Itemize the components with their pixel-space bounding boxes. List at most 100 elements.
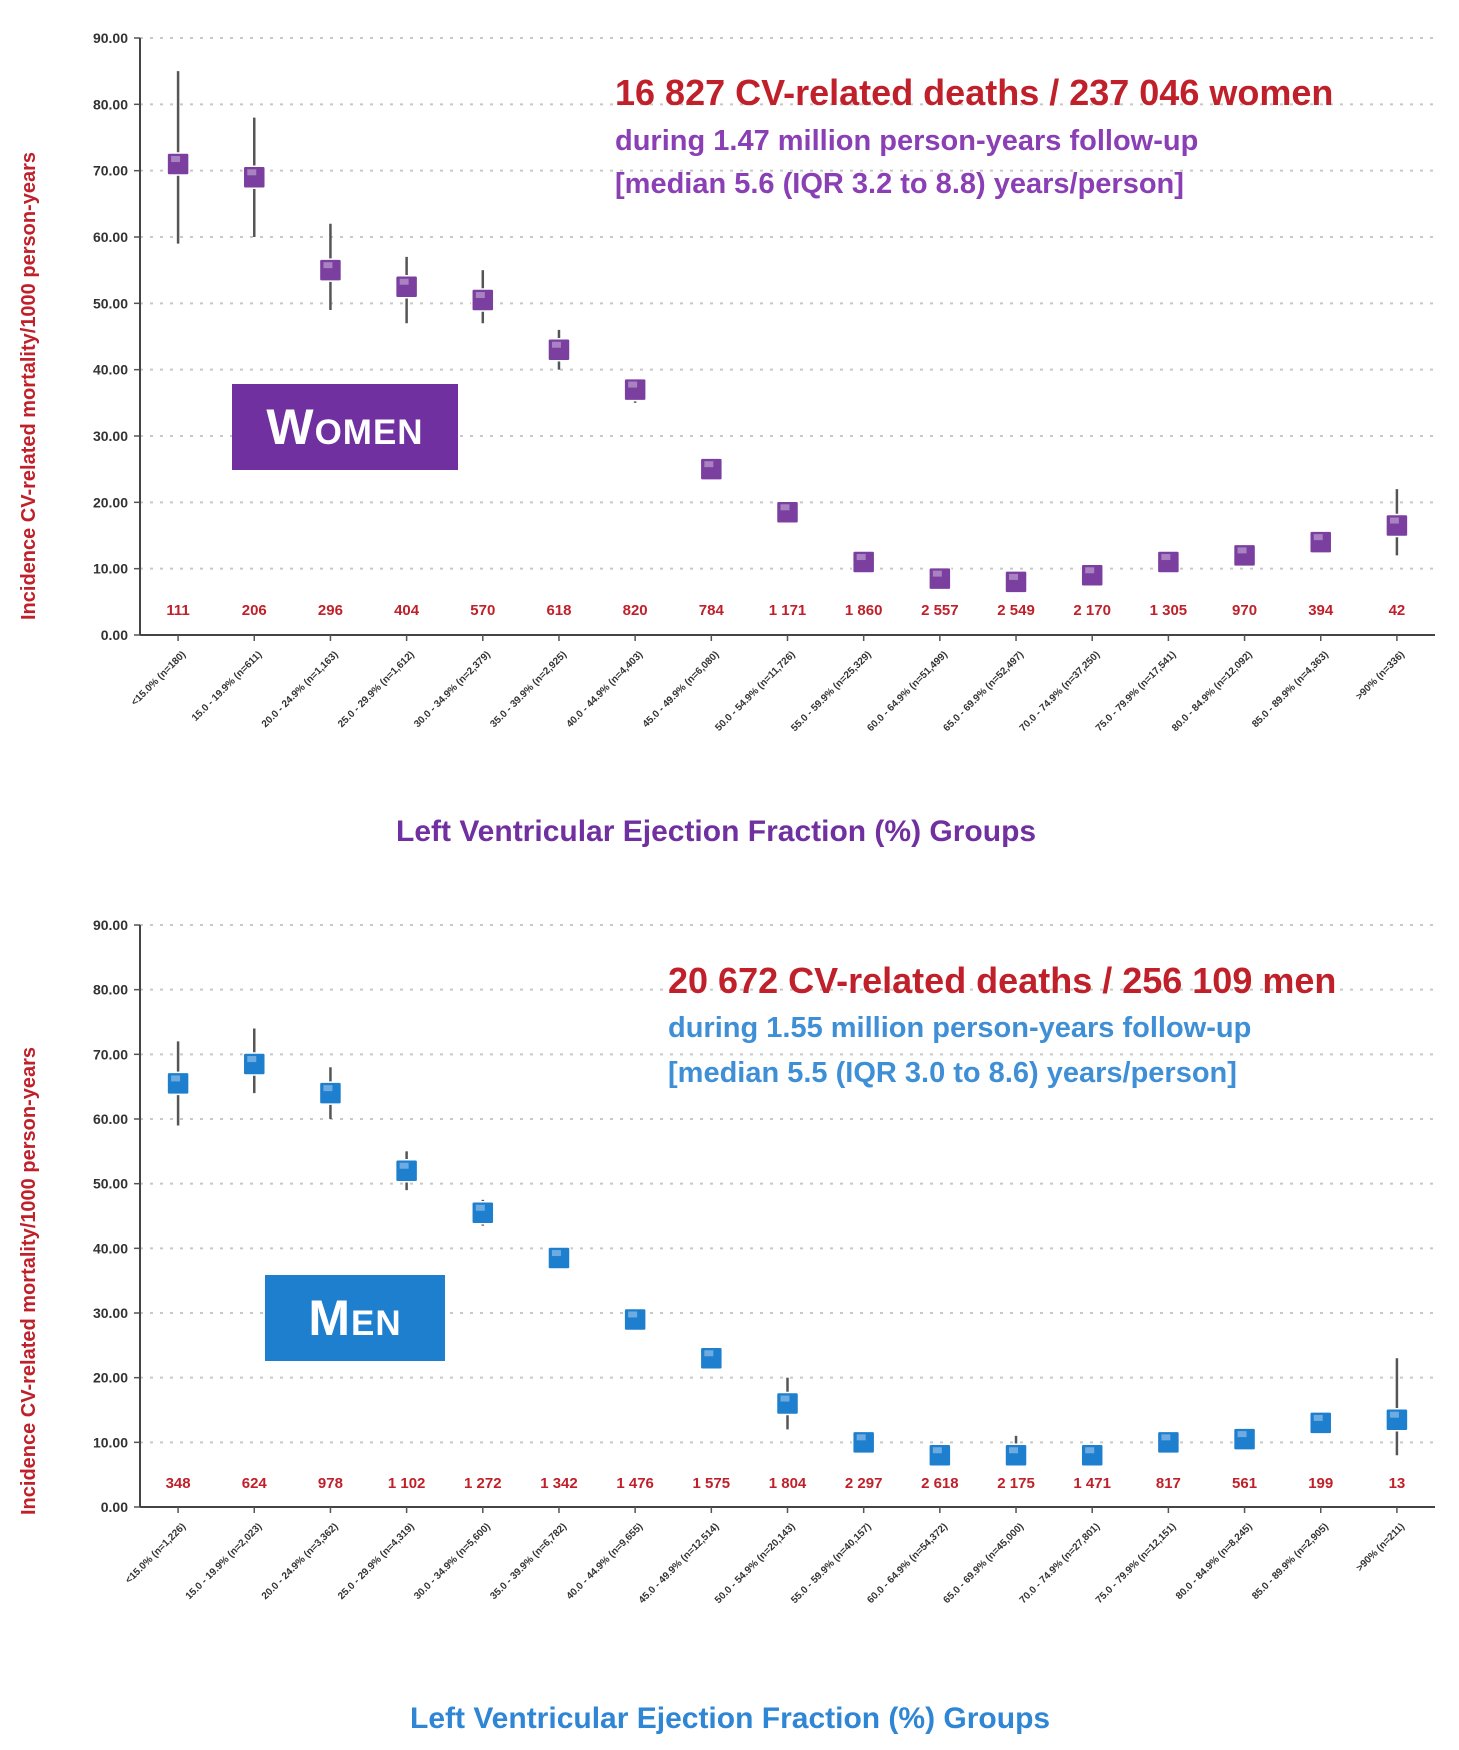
men-deaths-label: 13 [1389,1475,1406,1492]
women-data-point [394,275,419,299]
women-data-point [1385,513,1409,538]
men-deaths-label: 1 804 [769,1475,807,1492]
women-data-point [1156,550,1181,574]
men-deaths-label: 2 297 [845,1475,883,1492]
women-deaths-label: 2 549 [997,602,1035,619]
women-y-tick-label: 40.00 [93,362,128,378]
men-chart-panel: 0.00 10.00 20.00 30.00 40.00 50.00 60.00 70.00 8… [0,885,1459,1750]
women-deaths-label: 820 [623,602,648,619]
men-y-tick-label: 0.00 [101,1499,128,1515]
women-data-point [1232,543,1257,568]
women-data-point [699,457,724,481]
women-annotation-title: 16 827 CV-related deaths / 237 046 women [615,72,1334,113]
women-y-tick-label: 70.00 [93,163,128,179]
women-data-point-shine [856,554,866,561]
women-category-label: 50.0 - 54.9% (n=11,726) [713,649,797,733]
women-data-point-shine [247,169,257,176]
women-category-label: <15.0% (n=180) [129,649,188,708]
men-data-point [699,1346,724,1371]
women-category-label: 85.0 - 89.9% (n=4,363) [1250,649,1331,730]
women-data-point [1004,570,1028,594]
men-chart: 0.00 10.00 20.00 30.00 40.00 50.00 60.00 70.00 8… [93,917,1435,1606]
women-y-tick-label: 10.00 [93,561,128,577]
men-data-point [1232,1427,1257,1451]
men-data-point-shine [704,1350,714,1357]
men-data-point [547,1246,571,1270]
men-y-tick-label: 80.00 [93,982,128,998]
women-deaths-label: 1 860 [845,602,883,619]
women-data-point-shine [171,156,181,163]
men-data-point-shine [1085,1447,1095,1454]
women-y-tick-label: 60.00 [93,229,128,245]
men-y-tick-label: 90.00 [93,917,128,933]
men-x-axis-title: Left Ventricular Ejection Fraction (%) G… [410,1702,1051,1735]
women-category-label: 75.0 - 79.9% (n=17,541) [1094,649,1179,734]
women-annotation-line2: [median 5.6 (IQR 3.2 to 8.8) years/perso… [615,168,1184,200]
women-data-point-shine [628,381,638,388]
men-category-label: <15.0% (n=1,226) [123,1521,188,1586]
women-deaths-label: 404 [394,602,420,619]
men-annotation-title: 20 672 CV-related deaths / 256 109 men [668,960,1337,1001]
women-y-tick-label: 20.00 [93,494,128,510]
men-deaths-label: 624 [242,1475,268,1492]
men-data-point [1308,1411,1333,1435]
men-category-label: 60.0 - 64.9% (n=54,372) [865,1521,950,1606]
women-data-point [547,338,571,362]
women-data-point [623,377,647,402]
women-y-tick-label: 90.00 [93,30,128,46]
women-deaths-label: 206 [242,602,267,619]
men-y-tick-label: 30.00 [93,1305,128,1321]
men-category-label: 50.0 - 54.9% (n=20,143) [713,1521,798,1606]
women-category-label: 30.0 - 34.9% (n=2,379) [412,649,493,730]
men-y-tick-label: 50.00 [93,1176,128,1192]
men-data-point [1004,1443,1028,1468]
men-y-tick-label: 70.00 [93,1046,128,1062]
men-data-point [1385,1407,1409,1432]
men-deaths-label: 348 [166,1475,191,1492]
women-deaths-label: 42 [1389,602,1406,619]
men-data-point-shine [1009,1447,1019,1454]
women-badge: Women [232,384,458,470]
men-deaths-label: 1 102 [388,1475,426,1492]
women-y-tick-label: 30.00 [93,428,128,444]
women-x-axis-title: Left Ventricular Ejection Fraction (%) G… [396,815,1037,848]
women-category-label: 70.0 - 74.9% (n=37,250) [1018,649,1103,734]
women-deaths-label: 1 171 [769,602,807,619]
women-deaths-label: 1 305 [1150,602,1188,619]
men-data-point-shine [628,1311,638,1318]
men-data-point [928,1443,952,1468]
women-category-label: 35.0 - 39.9% (n=2,925) [488,649,569,730]
women-data-point [471,288,495,312]
men-deaths-label: 2 175 [997,1475,1035,1492]
women-data-point-shine [323,262,333,269]
men-data-point [623,1307,647,1332]
men-deaths-label: 2 618 [921,1475,959,1492]
women-data-point-shine [475,292,485,299]
men-deaths-label: 978 [318,1475,343,1492]
men-y-tick-label: 10.00 [93,1434,128,1450]
women-y-tick-label: 50.00 [93,295,128,311]
men-category-label: 25.0 - 29.9% (n=4,319) [336,1521,417,1602]
men-data-point-shine [1389,1411,1399,1418]
women-data-point-shine [399,278,409,285]
women-category-label: 60.0 - 64.9% (n=51,499) [865,649,950,734]
women-category-label: 45.0 - 49.9% (n=6,080) [641,649,722,730]
men-data-point [166,1071,190,1096]
men-data-point-shine [1161,1434,1171,1441]
men-y-tick-label: 40.00 [93,1240,128,1256]
men-data-point [318,1081,343,1105]
men-data-point [242,1052,267,1076]
women-deaths-label: 2 170 [1073,602,1111,619]
men-data-point-shine [1313,1414,1323,1421]
women-data-point-shine [780,504,790,511]
women-data-point [928,566,952,591]
women-data-point-shine [1389,517,1399,524]
men-y-axis-title: Incidence CV-related mortality/1000 pers… [18,1047,40,1515]
women-deaths-label: 394 [1308,602,1334,619]
men-deaths-label: 1 471 [1073,1475,1111,1492]
women-category-label: 55.0 - 59.9% (n=25,329) [789,649,874,734]
men-category-label: 80.0 - 84.9% (n=8,245) [1174,1521,1255,1602]
women-data-point-shine [1009,573,1019,580]
men-category-label: 35.0 - 39.9% (n=6,782) [488,1521,569,1602]
men-data-point [1156,1430,1181,1455]
